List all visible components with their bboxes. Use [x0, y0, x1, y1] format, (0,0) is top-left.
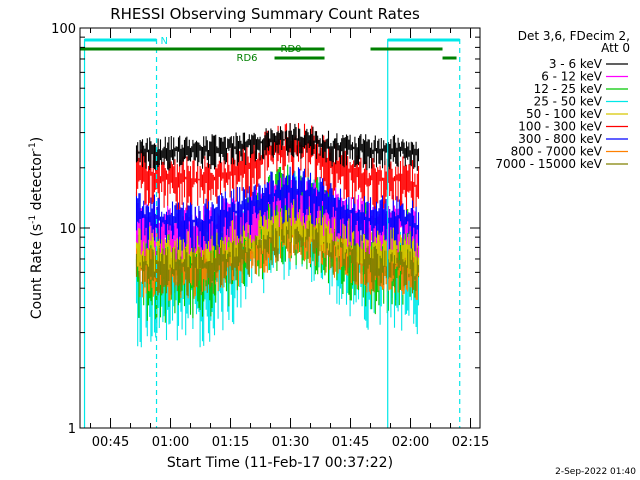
legend-label: 7000 - 15000 keV	[495, 157, 602, 171]
footer-timestamp: 2-Sep-2022 01:40	[555, 467, 636, 477]
status-label-rd0: RD0	[281, 44, 302, 55]
x-tick-label: 02:15	[452, 435, 489, 450]
x-tick-label: 02:00	[392, 435, 429, 450]
x-tick-label: 00:45	[92, 435, 129, 450]
series-3-6-kev	[135, 123, 420, 171]
x-tick-label: 01:45	[332, 435, 369, 450]
y-tick-label: 1	[68, 422, 76, 437]
x-tick-label: 01:00	[152, 435, 189, 450]
status-label-n: N	[161, 36, 168, 47]
y-axis-label: Count Rate (s-1 detector-1)	[28, 137, 45, 319]
legend-label: 800 - 7000 keV	[511, 145, 603, 159]
axes: N RD0 RD6 1 10 100 00:45 01:00 01:15 01:30 01:45 02…	[51, 22, 489, 450]
legend-label: 12 - 25 keV	[534, 82, 603, 96]
legend-label: 50 - 100 keV	[526, 107, 603, 121]
legend-header-line-2: Att 0	[601, 41, 630, 55]
x-axis-label: Start Time (11-Feb-17 00:37:22)	[167, 455, 393, 471]
x-tick-label: 01:15	[212, 435, 249, 450]
legend-label: 300 - 800 keV	[518, 132, 602, 146]
legend-label: 25 - 50 keV	[534, 95, 603, 109]
legend-label: 3 - 6 keV	[549, 57, 603, 71]
chart-title: RHESSI Observing Summary Count Rates	[110, 5, 420, 23]
legend-label: 100 - 300 keV	[518, 120, 602, 134]
y-tick-label: 10	[59, 222, 76, 237]
legend-header-line-1: Det 3,6, FDecim 2,	[518, 29, 630, 43]
status-label-rd6: RD6	[237, 53, 258, 64]
x-tick-label: 01:30	[272, 435, 309, 450]
y-tick-label: 100	[51, 22, 76, 37]
legend-label: 6 - 12 keV	[541, 70, 603, 84]
plot-area	[80, 38, 461, 428]
